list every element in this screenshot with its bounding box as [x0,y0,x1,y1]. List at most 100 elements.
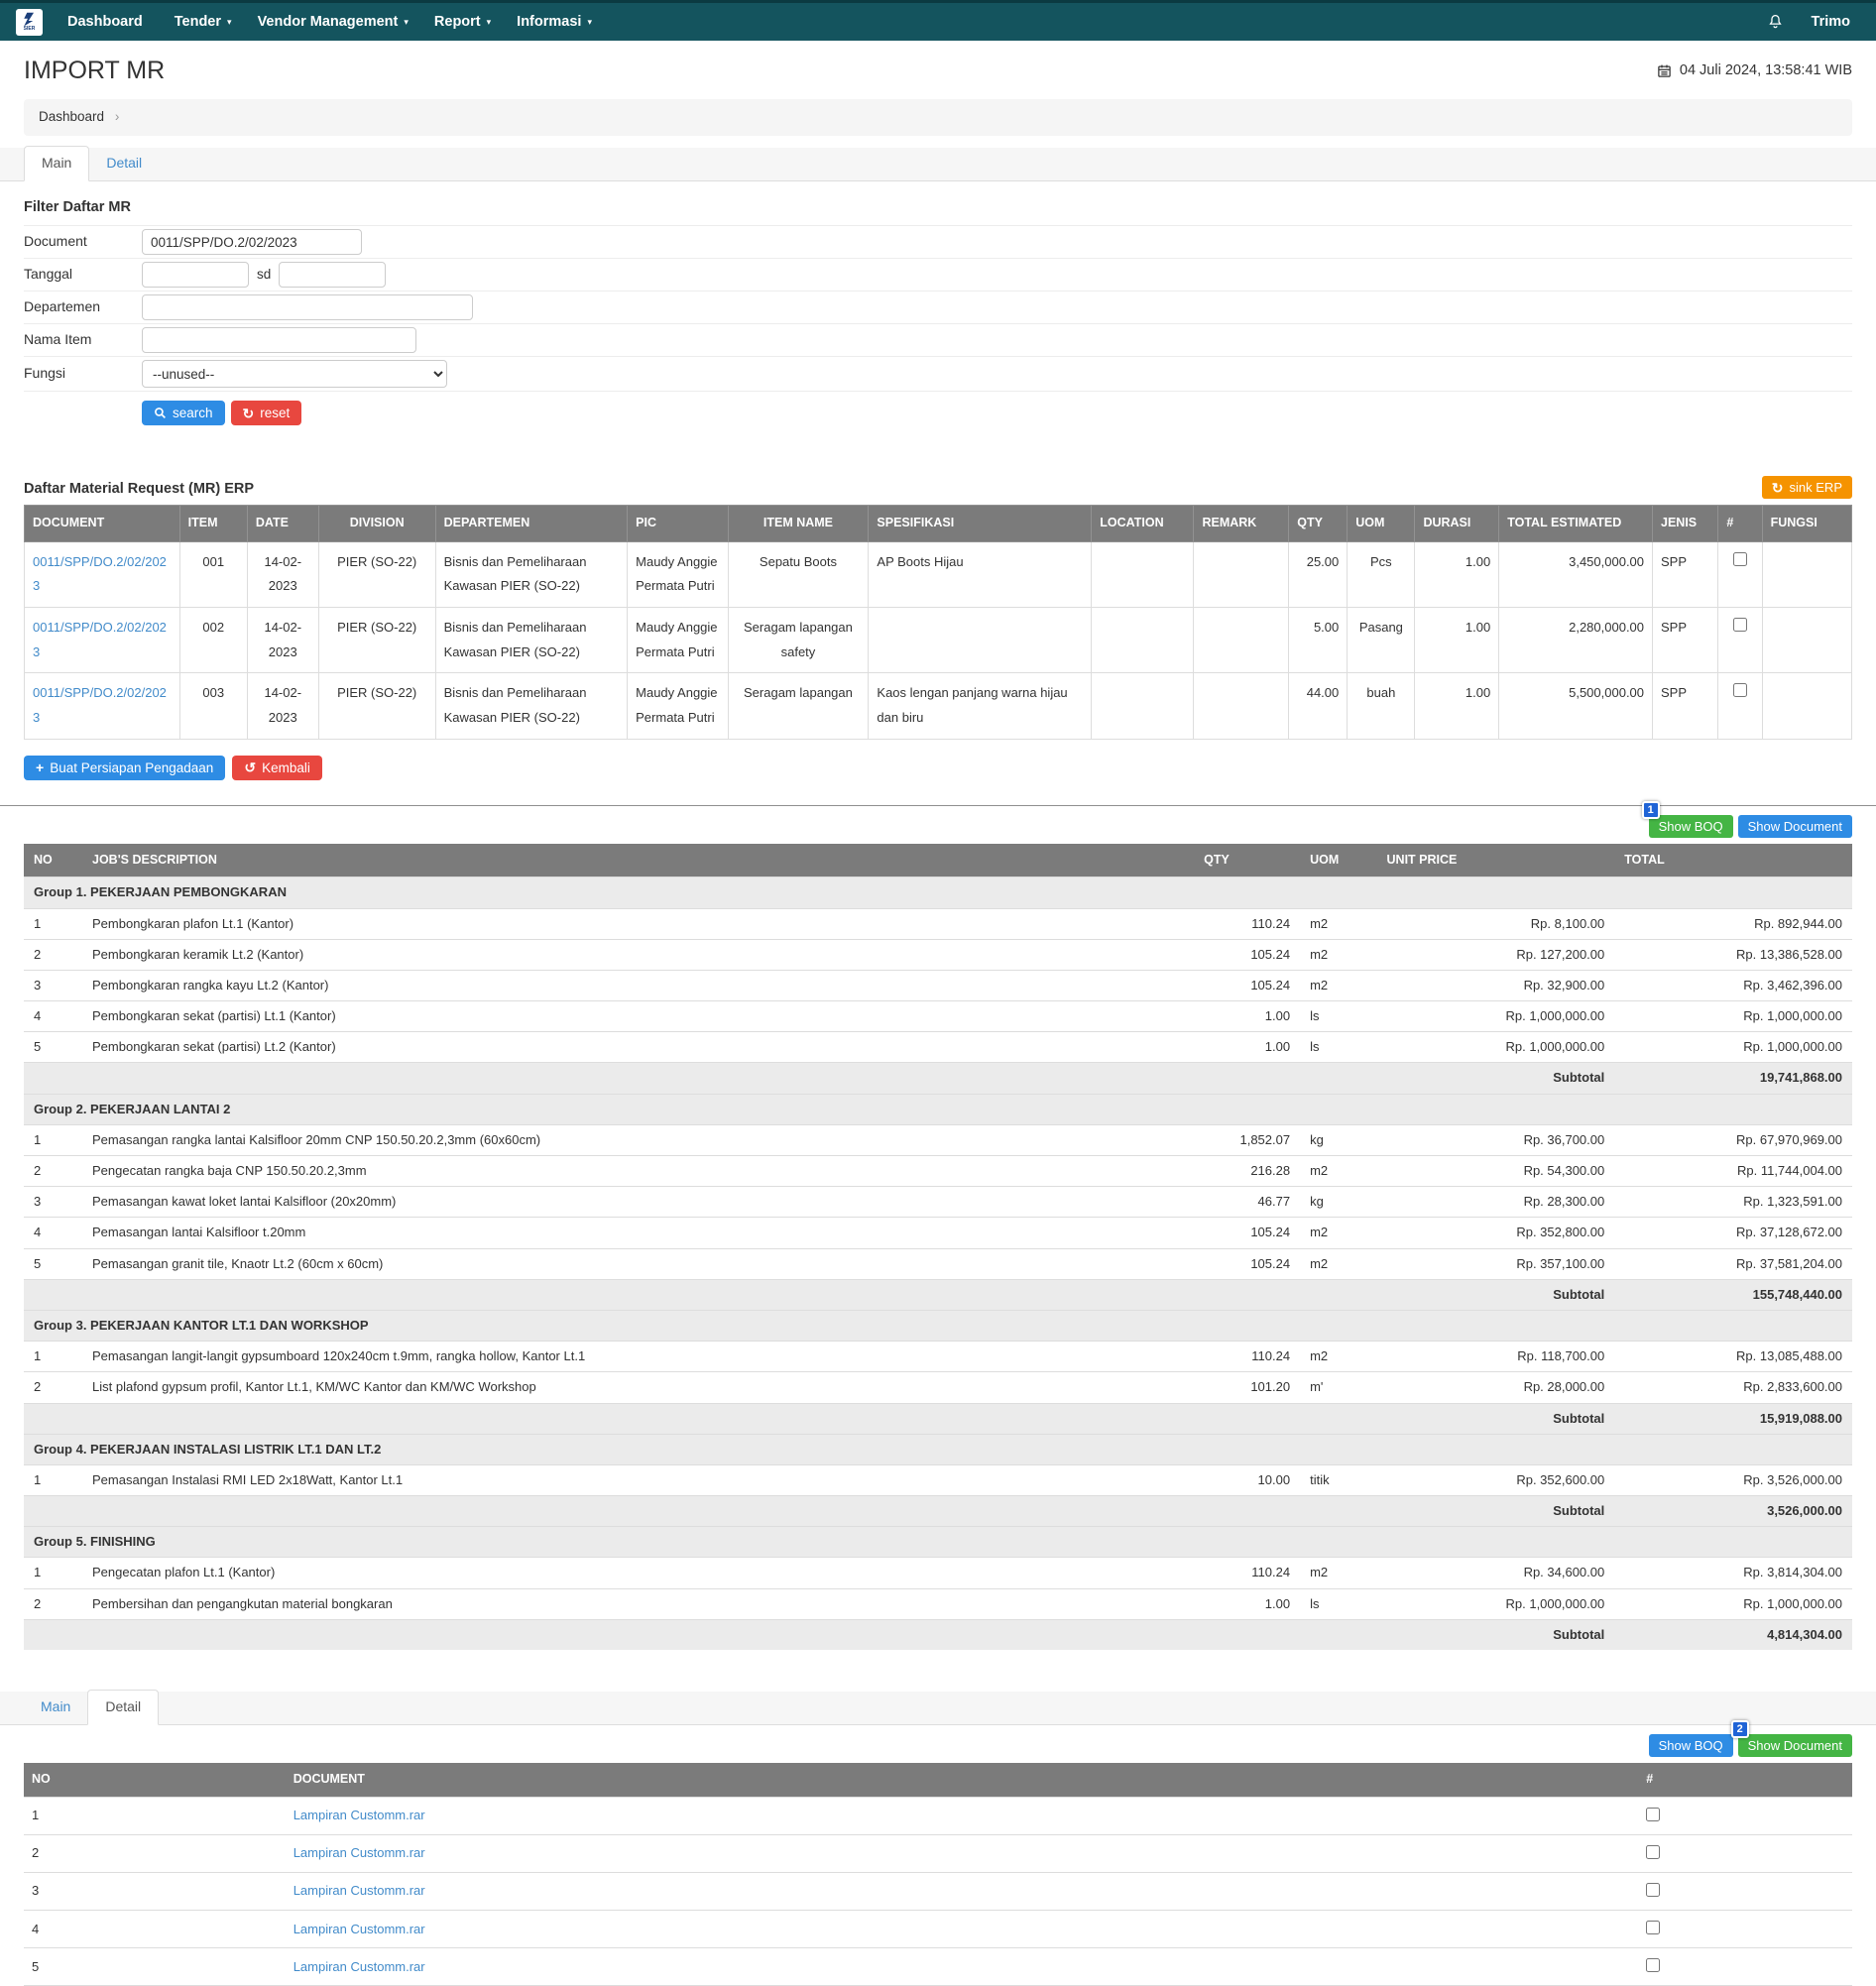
boq-item-unit-price: Rp. 34,600.00 [1376,1557,1615,1589]
attachment-link[interactable]: Lampiran Customm.rar [293,1808,425,1822]
boq-group-header: Group 5. FINISHING [24,1526,1852,1558]
detail-tab-detail[interactable]: Detail [87,1690,160,1725]
buat-persiapan-pengadaan-button[interactable]: + Buat Persiapan Pengadaan [24,755,226,780]
tanggal-to-input[interactable] [279,262,387,289]
mr-item-name: Seragam lapangan safety [727,607,870,674]
bell-icon[interactable] [1767,13,1784,31]
mr-row-checkbox[interactable] [1732,683,1747,698]
nav-item[interactable]: Tender ▾ [162,2,245,43]
filter-section: Filter Daftar MR Document Tanggal sd Dep… [24,191,1852,436]
kembali-button[interactable]: ↺ Kembali [232,755,322,780]
fungsi-select[interactable]: --unused-- [142,360,447,389]
mr-uom: Pasang [1347,607,1416,674]
departemen-input[interactable] [142,294,473,321]
nav-item-label: Vendor Management [257,13,399,30]
detail-tab-main[interactable]: Main [41,1698,71,1715]
tanggal-from-input[interactable] [142,262,249,289]
mr-date: 14-02-2023 [246,540,319,609]
detail-row-checkbox[interactable] [1646,1958,1661,1973]
boq-item-desc: Pemasangan granit tile, Knaotr Lt.2 (60c… [82,1247,1195,1280]
reset-button[interactable]: ↻ reset [230,401,302,426]
undo-icon: ↺ [244,759,257,776]
detail-row-checkbox[interactable] [1646,1882,1661,1897]
boq-item-desc: Pengecatan plafon Lt.1 (Kantor) [82,1557,1195,1589]
mr-column-header: PIC [627,505,729,542]
nav-item[interactable]: Informasi ▾ [504,2,605,43]
detail-show-boq-button[interactable]: Show BOQ [1648,1734,1733,1757]
show-document-button[interactable]: Show Document [1737,814,1852,838]
boq-group-title: Group 5. FINISHING [24,1526,1852,1558]
boq-item-row: 1 Pemasangan langit-langit gypsumboard 1… [24,1341,1852,1372]
nama-item-input[interactable] [142,327,416,354]
tab-detail[interactable]: Detail [106,155,143,172]
mr-durasi: 1.00 [1414,672,1500,740]
boq-item-desc: Pemasangan lantai Kalsifloor t.20mm [82,1217,1195,1249]
boq-item-row: 2 Pengecatan rangka baja CNP 150.50.20.2… [24,1154,1852,1187]
nav-item[interactable]: Report ▾ [421,2,504,43]
mr-item: 002 [178,607,248,674]
search-button[interactable]: search [142,401,225,426]
document-input[interactable] [142,229,362,256]
attachment-link[interactable]: Lampiran Customm.rar [293,1921,425,1936]
boq-item-qty: 105.24 [1194,969,1301,1001]
boq-item-row: 5 Pembongkaran sekat (partisi) Lt.2 (Kan… [24,1031,1852,1063]
boq-item-no: 2 [24,938,82,971]
mr-fungsi [1761,540,1853,609]
mr-division: PIER (SO-22) [317,672,436,740]
boq-item-desc: Pemasangan kawat loket lantai Kalsifloor… [82,1186,1195,1218]
sink-erp-button[interactable]: ↻ sink ERP [1761,476,1852,500]
mr-remark [1193,607,1290,674]
boq-subtotal-label: Subtotal [1376,1062,1615,1095]
boq-item-uom: m' [1300,1371,1377,1403]
mr-header-row: DOCUMENT ITEM DATE DIVISION DEPARTEMEN PIC ITE… [24,505,1853,542]
attachment-link[interactable]: Lampiran Customm.rar [293,1958,425,1974]
boq-item-total: Rp. 37,128,672.00 [1614,1217,1852,1249]
brand-logo[interactable]: SIER [16,8,43,36]
boq-item-total: Rp. 1,000,000.00 [1614,1031,1852,1063]
boq-table: NO JOB'S DESCRIPTION QTY UOM UNIT PRICE … [24,843,1852,1650]
boq-group: Group 4. PEKERJAAN INSTALASI LISTRIK LT.… [24,1433,1852,1527]
boq-item-unit-price: Rp. 118,700.00 [1376,1341,1615,1372]
boq-item-desc: Pembongkaran sekat (partisi) Lt.2 (Kanto… [82,1031,1195,1063]
mr-document-link[interactable]: 0011/SPP/DO.2/02/2023 [33,620,167,659]
attachment-link[interactable]: Lampiran Customm.rar [293,1883,425,1899]
nav-item-label: Report [433,13,481,30]
detail-row-no: 3 [24,1871,286,1912]
mr-document-link[interactable]: 0011/SPP/DO.2/02/2023 [33,685,167,726]
nav-item[interactable]: Dashboard [55,2,162,43]
attachment-link[interactable]: Lampiran Customm.rar [293,1845,425,1861]
mr-column-header: # [1717,505,1763,542]
nav-item[interactable]: Vendor Management ▾ [245,2,421,43]
filter-actions: search ↻ reset [24,391,1852,436]
mr-departemen: Bisnis dan Pemeliharaan Kawasan PIER (SO… [434,540,629,609]
boq-item-desc: Pembongkaran rangka kayu Lt.2 (Kantor) [82,969,1195,1001]
boq-item-unit-price: Rp. 36,700.00 [1376,1123,1615,1156]
detail-tabs: Main Detail [0,1690,1876,1725]
show-boq-button[interactable]: Show BOQ [1648,814,1733,838]
detail-row-checkbox[interactable] [1646,1921,1661,1935]
document-label: Document [24,233,87,250]
mr-row-checkbox[interactable] [1732,618,1747,633]
boq-group-title: Group 2. PEKERJAAN LANTAI 2 [24,1093,1852,1125]
mr-column-header: REMARK [1193,505,1290,542]
boq-col-desc: JOB'S DESCRIPTION [82,843,1195,877]
detail-row-checkbox[interactable] [1646,1844,1661,1859]
user-menu[interactable]: Trimo [1811,13,1850,30]
fungsi-label: Fungsi [24,365,66,382]
boq-col-total: TOTAL [1614,843,1852,877]
boq-count-badge: 1 [1641,800,1660,819]
boq-item-no: 2 [24,1371,82,1403]
mr-item: 003 [178,672,248,740]
boq-item-qty: 1.00 [1194,1587,1301,1620]
mr-document-link[interactable]: 0011/SPP/DO.2/02/2023 [33,553,167,594]
boq-item-row: 2 Pembersihan dan pengangkutan material … [24,1587,1852,1620]
detail-show-document-button[interactable]: Show Document [1737,1734,1852,1757]
mr-total-estimated: 5,500,000.00 [1498,672,1654,740]
detail-row-checkbox[interactable] [1646,1807,1661,1821]
breadcrumb-dashboard[interactable]: Dashboard [39,109,105,124]
boq-item-qty: 1,852.07 [1194,1123,1301,1156]
mr-row-checkbox[interactable] [1732,551,1747,566]
boq-item-uom: m2 [1300,938,1377,971]
tab-main[interactable]: Main [24,146,90,181]
mr-location [1091,540,1195,609]
